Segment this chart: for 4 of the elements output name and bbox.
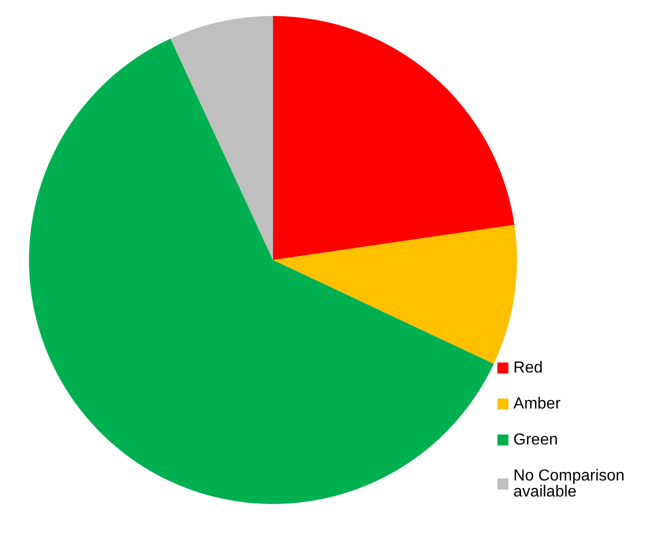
- legend-label: Red: [513, 360, 543, 376]
- legend-label: No Comparison available: [513, 468, 630, 500]
- legend-label: Green: [513, 432, 558, 448]
- legend-label: Amber: [513, 396, 562, 412]
